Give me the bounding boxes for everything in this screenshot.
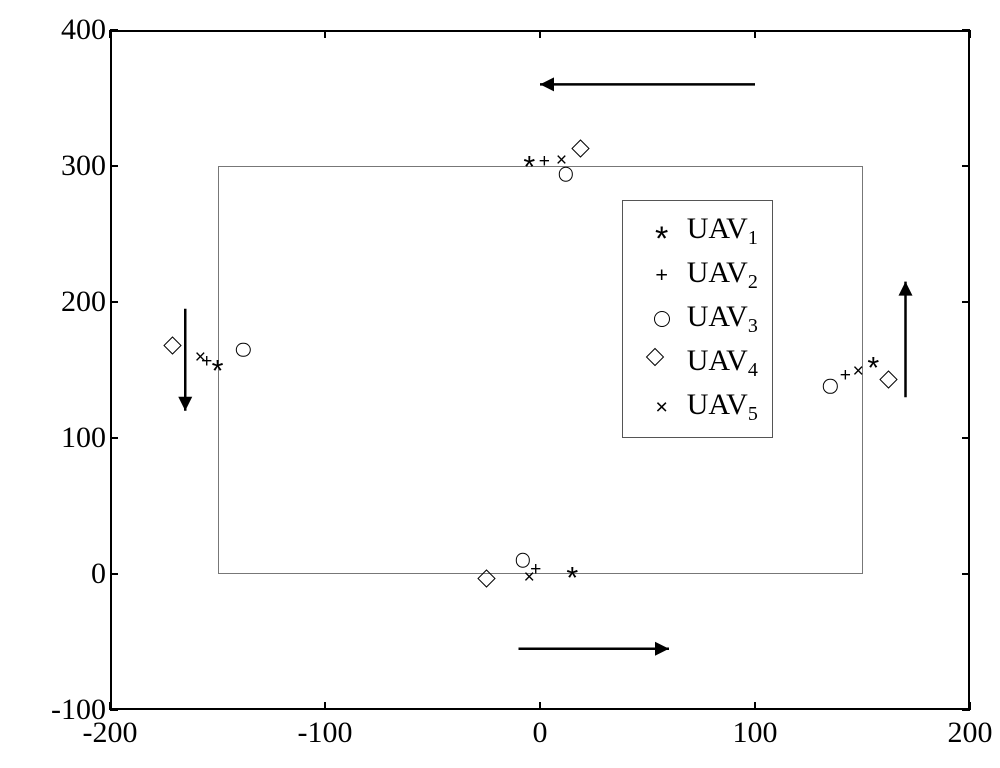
direction-arrow — [0, 0, 1000, 768]
figure: *UAV1+UAV2UAV3UAV4×UAV5 -200-1000100200-… — [0, 0, 1000, 768]
